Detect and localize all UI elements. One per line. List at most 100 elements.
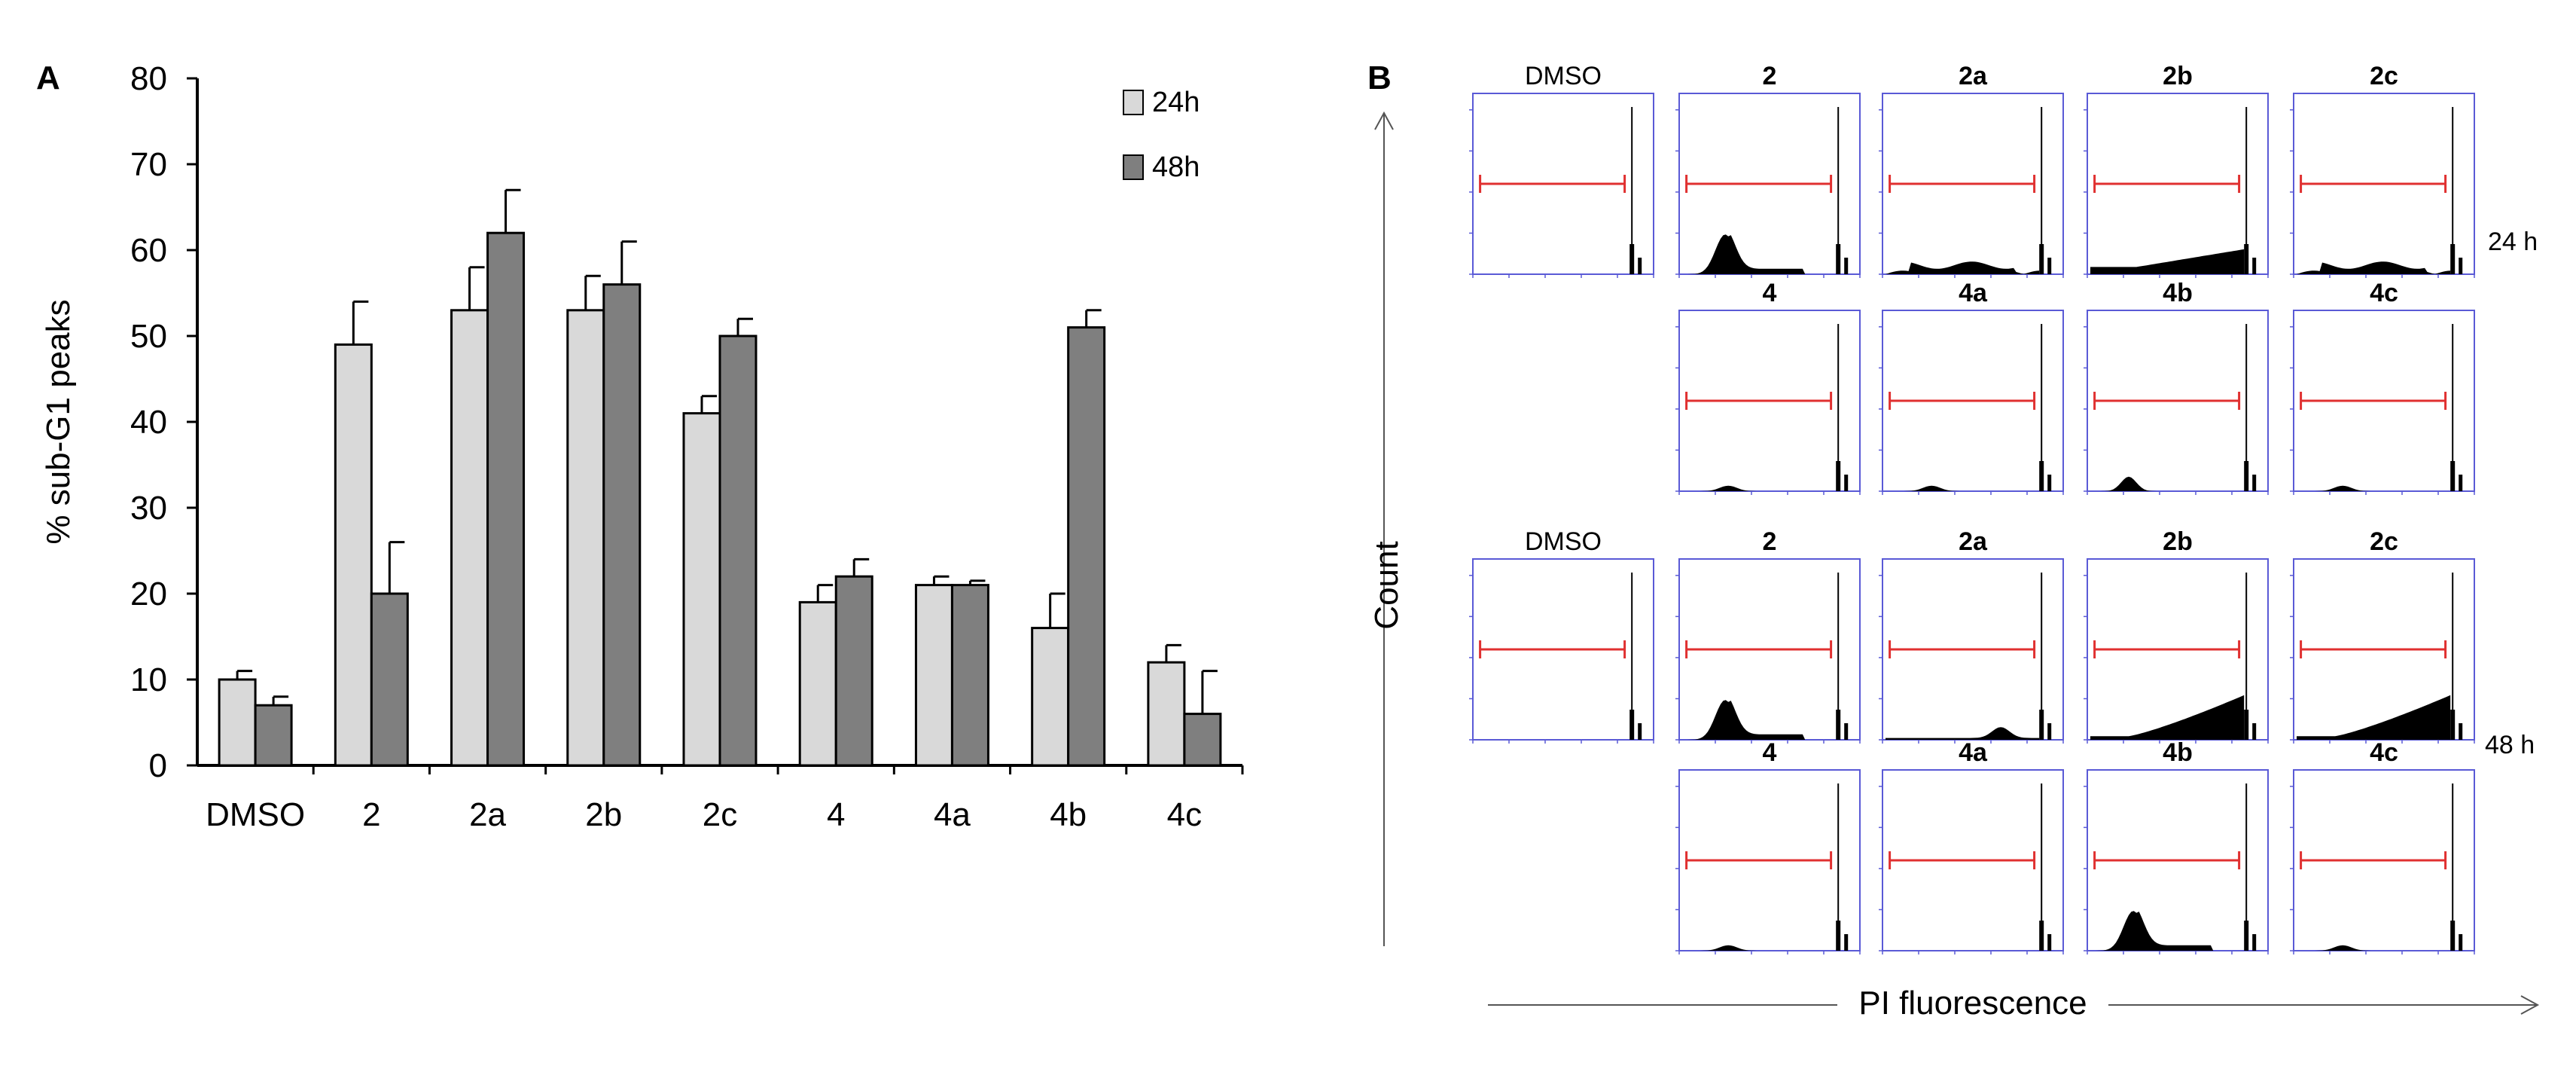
g1-peak-body xyxy=(2450,244,2456,274)
g2-peak-body xyxy=(2459,258,2463,274)
time-label-24h: 24 h xyxy=(2488,228,2538,256)
g1-peak-body xyxy=(2039,921,2044,951)
g2-peak-body xyxy=(2252,723,2257,740)
g2-peak-body xyxy=(1844,475,1849,491)
histogram-body xyxy=(2090,695,2245,740)
g1-peak-body xyxy=(2039,710,2044,740)
bar-24h-4b xyxy=(1031,627,1070,767)
histogram-grid: DMSO 2 2a 2b 2c 4 4a 4b 4c DMSO 2 2a 2b 2c 4 4a 4b 4c xyxy=(1469,62,2475,954)
panel-a: A % sub-G1 peaks 0 10 20 30 40 50 60 70 80 DMSO 2… xyxy=(36,60,1244,833)
g2-peak-body xyxy=(2252,934,2257,951)
g2-peak-body xyxy=(2252,475,2257,491)
bar-48h-2c xyxy=(718,334,758,767)
histogram-title: DMSO xyxy=(1525,527,1602,556)
histogram-48h-2: 2 xyxy=(1675,527,1861,744)
count-axis-title: Count xyxy=(1368,541,1405,629)
g2-peak-body xyxy=(1638,723,1642,740)
histogram-body xyxy=(2090,249,2245,274)
histogram-body xyxy=(1682,485,1837,491)
pi-arrow-head xyxy=(2520,995,2540,1015)
y-tick-label: 50 xyxy=(130,318,167,355)
panel-a-y-axis-title: % sub-G1 peaks xyxy=(40,299,77,544)
x-tick-label: 2b xyxy=(585,796,622,833)
x-tick-label: 2c xyxy=(703,796,737,833)
histogram-48h-4a: 4a xyxy=(1879,738,2064,954)
g1-peak-body xyxy=(1836,461,1841,491)
bar-24h-4c xyxy=(1147,661,1186,767)
g2-peak-body xyxy=(2047,723,2052,740)
histogram-48h-4: 4 xyxy=(1675,738,1861,954)
x-tick-label: 2a xyxy=(469,796,506,833)
g2-peak-body xyxy=(1638,258,1642,274)
histogram-title: DMSO xyxy=(1525,62,1602,90)
histogram-title: 4c xyxy=(2370,738,2398,767)
histogram-48h-4b: 4b xyxy=(2084,738,2269,954)
histogram-48h-DMSO: DMSO xyxy=(1469,527,1654,744)
x-tick-label: 2 xyxy=(362,796,380,833)
bar-48h-4 xyxy=(834,575,873,767)
histogram-body xyxy=(1886,485,2040,491)
x-tick-label: 4b xyxy=(1050,796,1087,833)
histogram-title: 2a xyxy=(1959,62,1988,90)
bar-48h-4b xyxy=(1067,326,1106,767)
histogram-24h-2c: 2c xyxy=(2290,62,2475,278)
g2-peak-body xyxy=(2252,258,2257,274)
histogram-24h-4a: 4a xyxy=(1879,279,2064,495)
histogram-48h-2c: 2c xyxy=(2290,527,2475,744)
g1-peak-body xyxy=(1629,244,1635,274)
bar-24h-DMSO xyxy=(218,678,257,767)
g1-peak-body xyxy=(2244,710,2249,740)
y-tick-label: 30 xyxy=(130,490,167,527)
g2-peak-body xyxy=(2459,934,2463,951)
g1-peak-body xyxy=(2244,244,2249,274)
bar-24h-4 xyxy=(798,600,837,767)
histogram-body xyxy=(1682,945,1837,951)
g2-peak-body xyxy=(1844,934,1849,951)
panel-a-x-tick-labels: DMSO 2 2a 2b 2c 4 4a 4b 4c xyxy=(206,765,1244,833)
g1-peak-body xyxy=(2244,461,2249,491)
panel-b-letter: B xyxy=(1367,60,1392,96)
panel-a-y-ticks: 0 10 20 30 40 50 60 70 80 xyxy=(130,60,197,784)
panel-a-legend: 24h 48h xyxy=(1123,87,1200,183)
histogram-body xyxy=(2297,261,2451,274)
histogram-24h-2b: 2b xyxy=(2084,62,2269,278)
legend-label-24h: 24h xyxy=(1152,87,1200,118)
histogram-title: 2a xyxy=(1959,527,1988,556)
histogram-24h-4c: 4c xyxy=(2290,279,2475,495)
histogram-title: 2b xyxy=(2163,527,2193,556)
histogram-title: 4 xyxy=(1763,738,1777,767)
bar-48h-4c xyxy=(1183,713,1222,767)
bar-24h-4a xyxy=(914,584,953,767)
g1-peak-body xyxy=(1836,710,1841,740)
bar-48h-4a xyxy=(950,584,989,767)
legend-swatch-24h xyxy=(1123,90,1144,115)
y-tick-label: 80 xyxy=(130,60,167,97)
histogram-title: 4b xyxy=(2163,279,2193,307)
histogram-body xyxy=(2297,485,2451,491)
histogram-48h-2a: 2a xyxy=(1879,527,2064,744)
histogram-24h-4b: 4b xyxy=(2084,279,2269,495)
legend-label-48h: 48h xyxy=(1152,151,1200,183)
legend-swatch-48h xyxy=(1123,154,1144,180)
bar-24h-2a xyxy=(450,309,489,767)
g2-peak-body xyxy=(1844,723,1849,740)
x-tick-label: DMSO xyxy=(206,796,305,833)
time-label-48h: 48 h xyxy=(2485,731,2535,759)
histogram-body xyxy=(2297,945,2451,951)
y-tick-label: 60 xyxy=(130,232,167,269)
histogram-title: 2 xyxy=(1763,527,1777,556)
g2-peak-body xyxy=(2459,475,2463,491)
histogram-title: 2c xyxy=(2370,62,2398,90)
histogram-body xyxy=(1886,261,2040,274)
bar-24h-2b xyxy=(566,309,605,767)
histogram-body xyxy=(1682,234,1837,274)
y-tick-label: 10 xyxy=(130,661,167,698)
histogram-title: 4a xyxy=(1959,738,1988,767)
histogram-title: 4c xyxy=(2370,279,2398,307)
bar-48h-2 xyxy=(370,592,409,767)
y-tick-label: 20 xyxy=(130,576,167,612)
bar-48h-DMSO xyxy=(254,704,293,767)
histogram-body xyxy=(2297,695,2451,740)
histogram-title: 4a xyxy=(1959,279,1988,307)
g2-peak-body xyxy=(1844,258,1849,274)
